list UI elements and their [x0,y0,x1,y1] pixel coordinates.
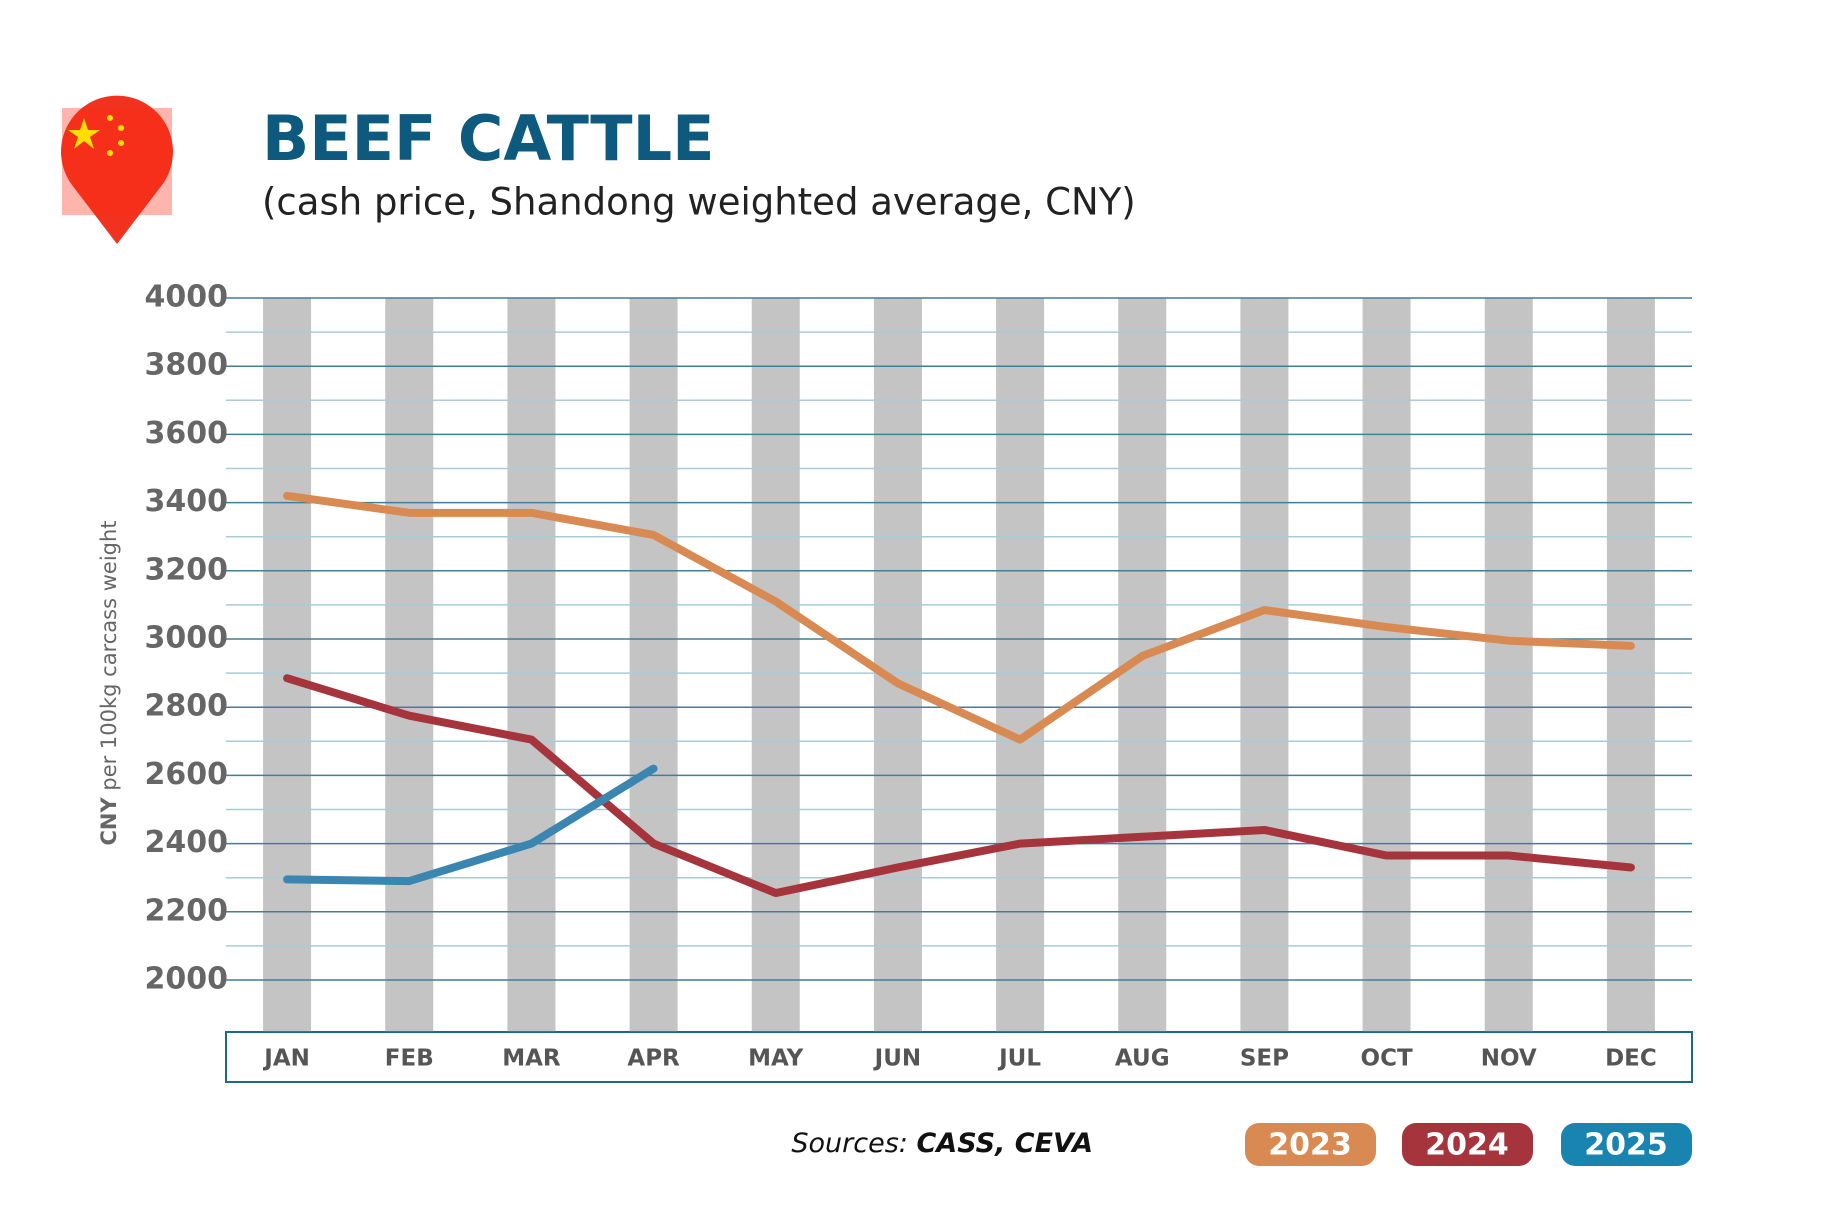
column-band [1362,298,1411,1032]
x-tick-label: SEP [1240,1046,1289,1072]
line-series [283,491,1635,744]
legend-swatch [1245,1123,1376,1166]
x-axis-box [225,1031,1693,1083]
column-band [263,298,312,1032]
sources-label: Sources: [791,1128,908,1159]
legend-label: 2024 [1425,1128,1509,1163]
sources: Sources: CASS, CEVA [791,1128,1093,1159]
background-bands [263,298,1655,1032]
legend-swatch [1402,1123,1533,1166]
column-band [1240,298,1289,1032]
chart-title: BEEF CATTLE [262,102,714,175]
x-tick-label: DEC [1605,1046,1657,1072]
column-band [996,298,1045,1032]
column-band [1484,298,1533,1032]
y-tick-label: 3600 [145,416,229,451]
column-band [873,298,922,1032]
x-tick-label: FEB [385,1046,434,1072]
x-tick-label: NOV [1481,1046,1537,1072]
y-axis-label: CNY per 100kg carcass weight [97,520,121,845]
column-band [629,298,678,1032]
grid [226,297,1692,981]
x-tick-label: JUN [873,1046,921,1072]
column-band [507,298,556,1032]
y-tick-label: 3000 [145,621,229,656]
y-tick-label: 2600 [145,757,229,792]
line-series [283,674,1635,898]
legend-label: 2023 [1268,1128,1352,1163]
column-band [751,298,800,1032]
sources-text: CASS, CEVA [916,1128,1093,1159]
y-tick-label: 2400 [145,825,229,860]
y-tick-label: 3800 [145,348,229,383]
plot [283,491,1635,898]
location-pin [61,95,174,244]
y-tick-label: 3200 [145,552,229,587]
x-tick-label: AUG [1115,1046,1170,1072]
y-tick-label: 2800 [145,689,229,724]
column-band [385,298,434,1032]
legend-label: 2025 [1584,1128,1668,1163]
line-series [283,764,658,886]
x-tick-label: MAR [502,1046,561,1072]
x-tick-label: OCT [1361,1046,1413,1072]
legend-swatch [1561,1123,1692,1166]
y-tick-label: 4000 [145,280,229,315]
y-tick-label: 2200 [145,893,229,928]
x-tick-label: JUL [997,1046,1041,1072]
chart-subtitle: (cash price, Shandong weighted average, … [262,181,1136,224]
column-band [1606,298,1655,1032]
x-tick-label: MAY [748,1046,803,1072]
x-tick-label: APR [627,1046,680,1072]
x-tick-label: JAN [262,1046,310,1072]
y-tick-label: 2000 [145,962,229,997]
y-axis-label-unit: CNY [97,797,121,846]
y-axis-label-text: per 100kg carcass weight [97,520,121,790]
y-tick-label: 3400 [145,484,229,519]
